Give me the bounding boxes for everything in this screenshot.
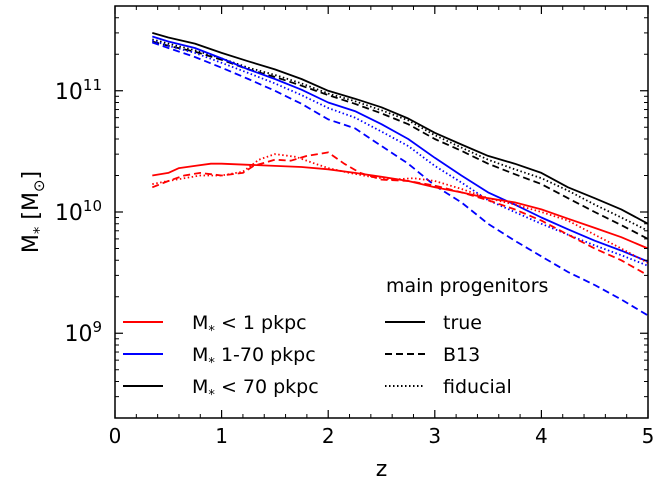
series-line-outer-dashed <box>152 41 649 317</box>
series-line-outer-solid <box>152 35 649 263</box>
series-line-inner-solid <box>152 162 649 250</box>
legend-label-total: M* < 70 pkpc <box>192 376 319 403</box>
x-tick-label: 0 <box>109 424 122 448</box>
x-tick-label: 4 <box>535 424 548 448</box>
legend-label-dotted: fiducial <box>443 376 512 398</box>
legend-title: main progenitors <box>386 275 548 297</box>
legend-layer: M* < 1 pkpc M* 1-70 pkpc M* < 70 pkpc main … <box>123 275 548 403</box>
legend-label-outer: M* 1-70 pkpc <box>192 344 316 371</box>
series-layer <box>151 32 649 317</box>
x-tick-label: 5 <box>642 424 655 448</box>
y-tick-label: 1010 <box>55 197 102 226</box>
y-tick-label: 1011 <box>55 76 102 105</box>
y-axis-label: M* [M⊙] <box>19 171 48 253</box>
y-tick-label: 109 <box>64 318 102 347</box>
legend-label-inner: M* < 1 pkpc <box>192 312 307 339</box>
legend-label-dashed: B13 <box>443 344 480 366</box>
x-axis-label: z <box>376 457 388 482</box>
x-tick-label: 3 <box>428 424 441 448</box>
x-tick-label: 2 <box>322 424 335 448</box>
series-line-total-dashed <box>152 40 649 240</box>
series-line-inner-dotted <box>152 153 649 264</box>
labels-layer: 0 1 2 3 4 5 109 1010 1011 z M* [M⊙] <box>19 76 654 482</box>
x-tick-label: 1 <box>215 424 228 448</box>
ticks-layer <box>114 5 649 419</box>
series-line-inner-dashed <box>151 151 649 277</box>
series-line-total-solid <box>152 32 649 225</box>
legend-label-solid: true <box>443 312 482 334</box>
